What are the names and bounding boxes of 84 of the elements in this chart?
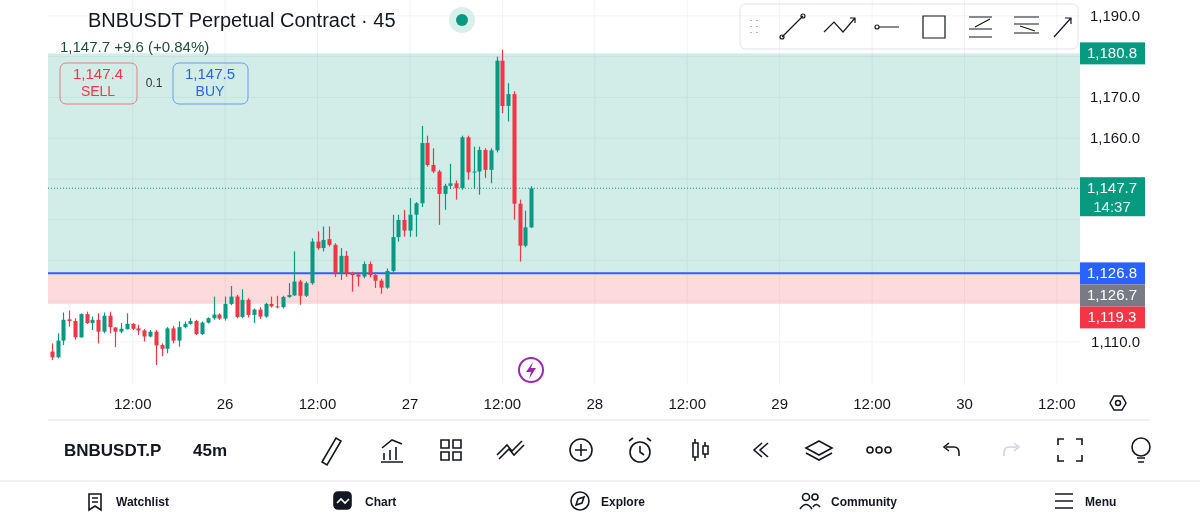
candlestick [321, 225, 326, 252]
candlestick [102, 311, 107, 334]
candlestick [292, 250, 297, 297]
candlestick [472, 146, 477, 190]
candlestick [344, 250, 349, 278]
band-label: 1,180.8 [1086, 44, 1138, 62]
band-label: 1,119.3 [1087, 308, 1137, 326]
annotation: BUY [195, 83, 226, 99]
candlestick [240, 288, 245, 319]
candlestick [460, 135, 465, 191]
candlestick [154, 329, 159, 366]
x-tick-label: 12:00 [853, 395, 891, 412]
text: Menu [1085, 495, 1117, 509]
candlestick [73, 317, 78, 341]
candlestick [414, 201, 419, 238]
candlestick [235, 294, 240, 319]
candlestick [79, 312, 84, 339]
x-tick-label: 27 [401, 395, 419, 412]
candlestick [316, 230, 321, 251]
candlestick [113, 326, 118, 348]
annotation: 1,147.5 [184, 65, 236, 82]
candlestick [223, 295, 228, 322]
candlestick [396, 214, 401, 243]
y-tick-label: 1,160.0 [1089, 129, 1140, 147]
x-tick-label: 28 [586, 395, 604, 412]
candlestick [500, 49, 505, 114]
candlestick [506, 82, 511, 123]
x-tick-label: 12:00 [1038, 395, 1076, 412]
candlestick [431, 147, 436, 174]
ref-line-label: 1,147.7 [1086, 179, 1138, 197]
candlestick [483, 147, 488, 179]
x-tick-label: 12:00 [113, 395, 152, 412]
text: 1,147.7 +9.6 (+0.84%) [60, 38, 210, 55]
text: BNBUSDT.P [64, 441, 162, 460]
candlestick [443, 183, 448, 211]
x-tick-label: 12:00 [668, 395, 706, 412]
x-tick-label: 12:00 [298, 395, 337, 412]
x-tick-label: 26 [216, 395, 234, 412]
chart-title: BNBUSDT Perpetual Contract · 45 [88, 9, 396, 31]
text: Community [831, 495, 898, 509]
candlestick [454, 179, 459, 201]
candlestick [512, 90, 517, 221]
annotation: 0.1 [145, 76, 163, 90]
candlestick [165, 326, 170, 354]
candlestick [495, 56, 500, 153]
annotation: 1,147.4 [72, 65, 124, 82]
annotation: SELL [80, 83, 116, 99]
text: Explore [601, 495, 646, 509]
candlestick [425, 135, 430, 168]
candlestick [408, 197, 413, 238]
text: Chart [365, 495, 397, 509]
candlestick [229, 285, 234, 306]
y-tick-label: 1,190.0 [1089, 6, 1140, 24]
candlestick [108, 311, 113, 334]
ref-line-label: 1,126.8 [1086, 264, 1138, 282]
text: 1,126.7 [1086, 286, 1138, 304]
candlestick [298, 279, 303, 306]
candlestick [466, 135, 471, 181]
candlestick [246, 297, 251, 318]
x-tick-label: 29 [771, 395, 788, 412]
candlestick [61, 311, 66, 346]
candlestick [391, 214, 396, 274]
candlestick [327, 225, 332, 248]
candlestick [96, 312, 101, 345]
text: 14:37 [1093, 198, 1131, 215]
candlestick [523, 210, 528, 248]
y-tick-label: 1,110.0 [1091, 332, 1140, 350]
candlestick [310, 237, 315, 286]
candlestick [177, 320, 182, 348]
candlestick [339, 247, 344, 281]
text: 45m [193, 441, 228, 460]
candlestick [448, 163, 453, 190]
candlestick [350, 271, 355, 293]
candlestick [437, 169, 442, 226]
y-tick-label: 1,170.0 [1089, 88, 1140, 106]
candlestick [402, 209, 407, 238]
candlestick [489, 147, 494, 184]
candlestick [333, 242, 338, 278]
candlestick [518, 199, 523, 263]
x-tick-label: 30 [956, 395, 973, 412]
candlestick [56, 332, 61, 359]
x-tick-label: 12:00 [483, 395, 522, 412]
candlestick [385, 267, 390, 290]
text: Watchlist [116, 495, 169, 509]
